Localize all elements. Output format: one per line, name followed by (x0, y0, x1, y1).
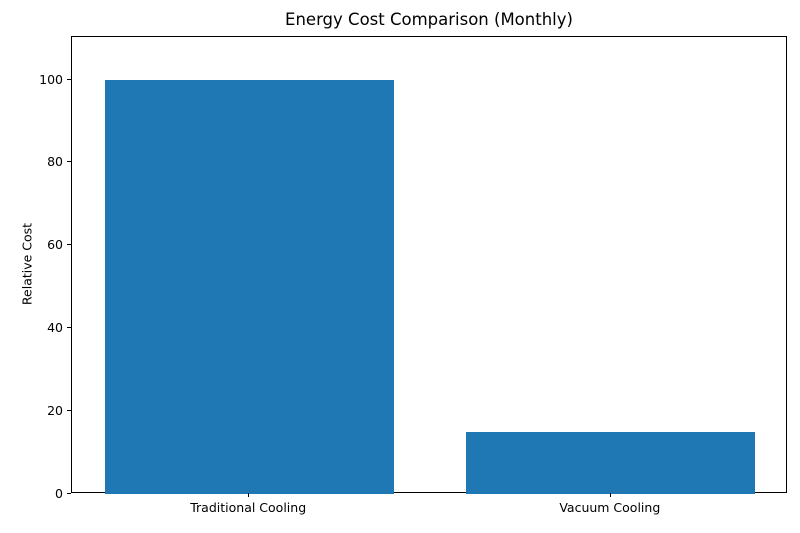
bar-vacuum-cooling (466, 431, 756, 494)
x-tick-mark (248, 493, 250, 497)
bar-traditional-cooling (104, 80, 394, 494)
y-tick-mark (67, 492, 71, 494)
y-tick-label: 100 (39, 71, 63, 87)
x-tick-mark (609, 493, 611, 497)
chart-title: Energy Cost Comparison (Monthly) (285, 10, 573, 29)
x-tick-label-traditional-cooling: Traditional Cooling (190, 500, 307, 515)
y-tick-label: 80 (47, 154, 63, 170)
y-tick-mark (67, 409, 71, 411)
y-tick-mark (67, 326, 71, 328)
plot-area (71, 36, 787, 494)
y-tick-label: 0 (55, 485, 63, 501)
y-tick-label: 20 (47, 402, 63, 418)
y-tick-mark (67, 78, 71, 80)
y-tick-label: 40 (47, 319, 63, 335)
y-axis-label: Relative Cost (19, 222, 35, 306)
y-tick-label: 60 (47, 237, 63, 253)
y-tick-mark (67, 161, 71, 163)
y-tick-mark (67, 244, 71, 246)
x-tick-label-vacuum-cooling: Vacuum Cooling (559, 500, 661, 515)
